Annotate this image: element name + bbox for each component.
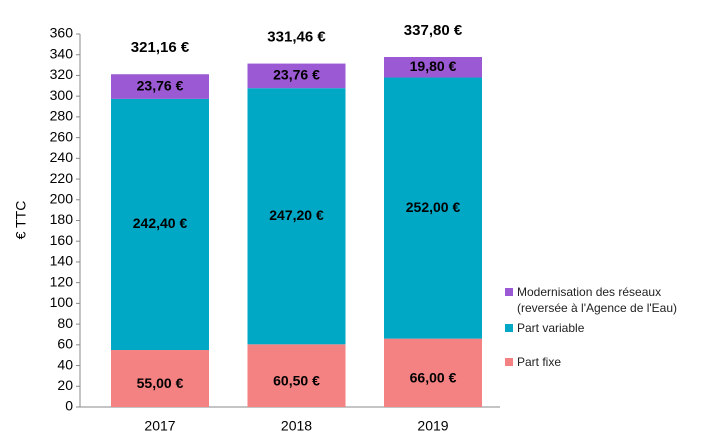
legend-item: Part variable (505, 320, 705, 336)
bar-segment (111, 350, 209, 407)
legend-swatch (505, 288, 513, 296)
y-tick-label: 240 (50, 149, 74, 165)
value-label: 247,20 € (269, 207, 324, 223)
x-tick-label: 2017 (144, 418, 175, 434)
value-label: 242,40 € (133, 215, 188, 231)
legend-swatch (505, 358, 513, 366)
value-label: 66,00 € (410, 370, 457, 386)
bar-segment (247, 63, 346, 89)
legend-label: Part fixe (517, 355, 562, 369)
value-label: 55,00 € (137, 375, 184, 391)
value-label: 60,50 € (273, 372, 320, 388)
bar-segment (111, 98, 209, 351)
bar-segment (384, 57, 482, 78)
y-tick-label: 340 (50, 45, 74, 61)
legend-swatch (505, 324, 513, 332)
legend-label: Modernisation des réseaux (reversée à l'… (517, 285, 678, 315)
total-label: 331,46 € (267, 29, 326, 46)
y-tick-label: 280 (50, 108, 74, 124)
y-tick-label: 300 (50, 87, 74, 103)
legend-item: Modernisation des réseaux (reversée à l'… (505, 284, 705, 316)
y-tick-label: 220 (50, 170, 74, 186)
y-tick-label: 320 (50, 66, 74, 82)
legend: Modernisation des réseaux (reversée à l'… (505, 284, 705, 388)
y-tick-label: 260 (50, 128, 74, 144)
y-tick-label: 360 (50, 25, 74, 41)
y-tick-label: 120 (50, 273, 74, 289)
bar-segment (384, 77, 482, 339)
y-axis-label: € TTC (13, 201, 29, 240)
value-label: 23,76 € (273, 67, 320, 83)
y-tick-label: 180 (50, 211, 74, 227)
bar-segment (247, 344, 346, 407)
value-label: 23,76 € (137, 77, 184, 93)
y-tick-label: 20 (57, 377, 73, 393)
y-tick-label: 200 (50, 190, 74, 206)
legend-item: Part fixe (505, 354, 705, 370)
y-tick-label: 40 (57, 356, 73, 372)
value-label: 19,80 € (410, 58, 457, 74)
total-label: 321,16 € (131, 39, 190, 56)
y-tick-label: 60 (57, 336, 73, 352)
value-label: 252,00 € (406, 199, 461, 215)
y-tick-label: 0 (65, 398, 73, 414)
bar-segment (384, 338, 482, 407)
x-tick-label: 2019 (417, 418, 448, 434)
bar-segment (247, 88, 346, 345)
y-tick-label: 140 (50, 253, 74, 269)
y-tick-label: 160 (50, 232, 74, 248)
y-tick-label: 80 (57, 315, 73, 331)
legend-label: Part variable (517, 321, 585, 335)
x-tick-label: 2018 (281, 418, 312, 434)
y-tick-label: 100 (50, 294, 74, 310)
total-label: 337,80 € (404, 22, 463, 39)
bar-segment (111, 74, 209, 99)
